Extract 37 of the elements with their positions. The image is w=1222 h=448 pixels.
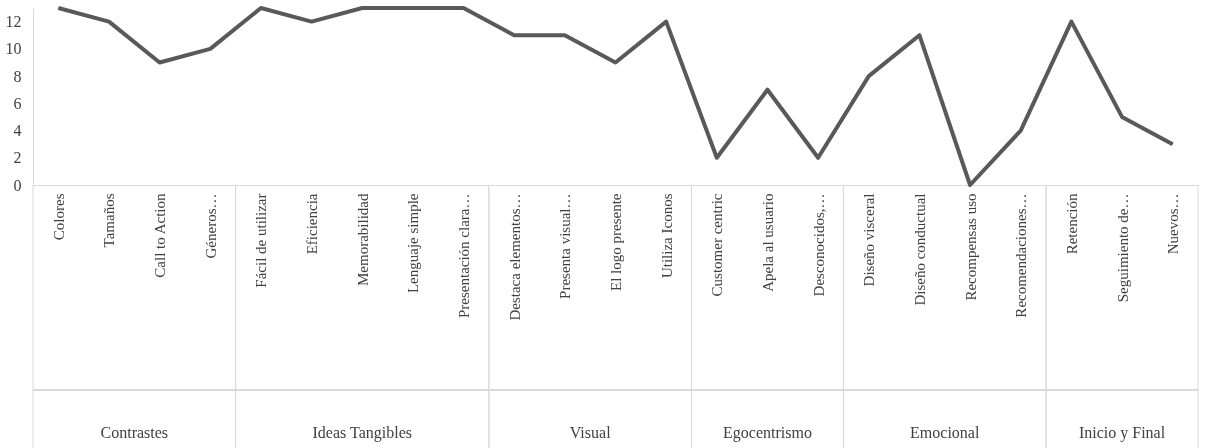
y-tick-label: 10 bbox=[5, 40, 22, 58]
y-tick-label: 2 bbox=[13, 149, 22, 167]
x-tick-label: Call to Action bbox=[152, 193, 169, 278]
x-tick-label: Tamaños bbox=[101, 193, 118, 248]
text: Emocional bbox=[910, 424, 980, 441]
text: Inicio y Final bbox=[1078, 424, 1166, 442]
x-tick-label: Recompensas uso bbox=[962, 193, 979, 301]
x-tick-label: Géneros… bbox=[202, 193, 219, 259]
text: Egocentrismo bbox=[723, 424, 812, 442]
x-tick-label: Diseño conductual bbox=[911, 193, 928, 306]
text: Contrastes bbox=[100, 424, 169, 441]
x-tick-label: Lenguaje simple bbox=[405, 193, 422, 294]
x-tick-label: Seguimiento de… bbox=[1114, 193, 1131, 303]
x-tick-label: Presenta visual… bbox=[557, 193, 574, 299]
x-tick-label: Destaca elementos… bbox=[506, 193, 523, 321]
x-tick-label: Colores bbox=[50, 193, 67, 241]
x-tick-label: Diseño visceral bbox=[861, 193, 878, 287]
x-tick-label: El logo presente bbox=[608, 193, 624, 291]
x-tick-label: Memorabilidad bbox=[354, 193, 371, 286]
x-tick-label: Presentación clara… bbox=[456, 193, 473, 319]
y-tick-label: 8 bbox=[13, 67, 22, 85]
x-tick-label: Nuevos… bbox=[1165, 193, 1182, 255]
y-tick-label: 12 bbox=[5, 13, 22, 31]
y-tick-label: 6 bbox=[13, 94, 22, 112]
x-tick-label: Customer centric bbox=[709, 193, 726, 297]
x-tick-label: Retención bbox=[1063, 193, 1080, 255]
x-tick-label: Utiliza Iconos bbox=[658, 193, 675, 279]
text: Ideas Tangibles bbox=[312, 424, 412, 442]
x-tick-label: Eficiencia bbox=[304, 193, 321, 255]
x-tick-label: Apela al usuario bbox=[759, 193, 776, 292]
line-series bbox=[56, 6, 1175, 187]
x-tick-label: Fácil de utilizar bbox=[253, 193, 270, 288]
x-tick-label: Desconocidos,… bbox=[810, 193, 827, 297]
y-tick-label: 0 bbox=[13, 176, 22, 194]
text: Visual bbox=[569, 424, 612, 441]
x-tick-label: Recomendaciones… bbox=[1013, 193, 1030, 318]
y-tick-label: 4 bbox=[13, 122, 22, 140]
